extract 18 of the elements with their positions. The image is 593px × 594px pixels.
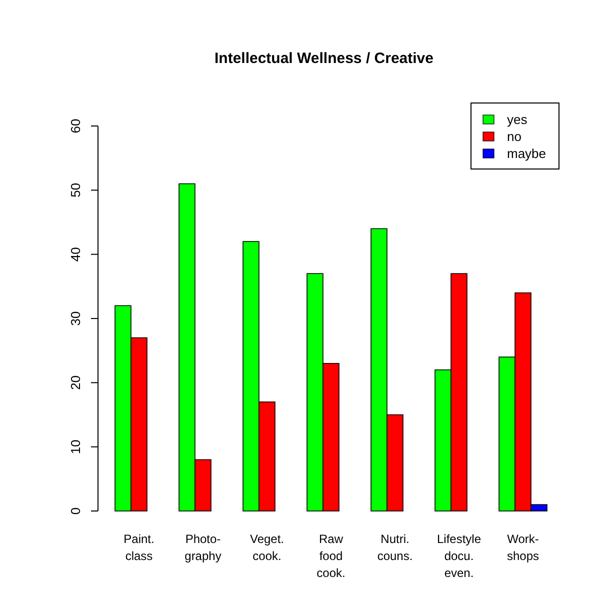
x-tick-label: Photo- graphy bbox=[184, 532, 222, 563]
x-tick-label: Lifestyle docu. even. bbox=[436, 532, 482, 580]
x-tick-label: Paint. class bbox=[124, 532, 154, 563]
legend-label: yes bbox=[507, 112, 528, 127]
y-tick-label: 10 bbox=[68, 440, 83, 454]
legend-label: maybe bbox=[507, 146, 546, 161]
y-tick-label: 0 bbox=[68, 507, 83, 515]
y-tick-label: 40 bbox=[68, 247, 83, 262]
x-tick-label: Work- shops bbox=[506, 532, 540, 563]
y-tick-label: 60 bbox=[68, 118, 83, 134]
x-tick-label: Raw food cook. bbox=[316, 532, 346, 580]
y-tick-label: 30 bbox=[68, 311, 83, 326]
legend-label: no bbox=[507, 129, 522, 144]
y-tick-label: 50 bbox=[68, 182, 83, 198]
chart-title: Intellectual Wellness / Creative bbox=[214, 50, 434, 67]
x-tick-label: Nutri. couns. bbox=[377, 532, 413, 563]
x-tick-label: Veget. cook. bbox=[250, 532, 284, 563]
y-tick-label: 20 bbox=[68, 375, 83, 390]
